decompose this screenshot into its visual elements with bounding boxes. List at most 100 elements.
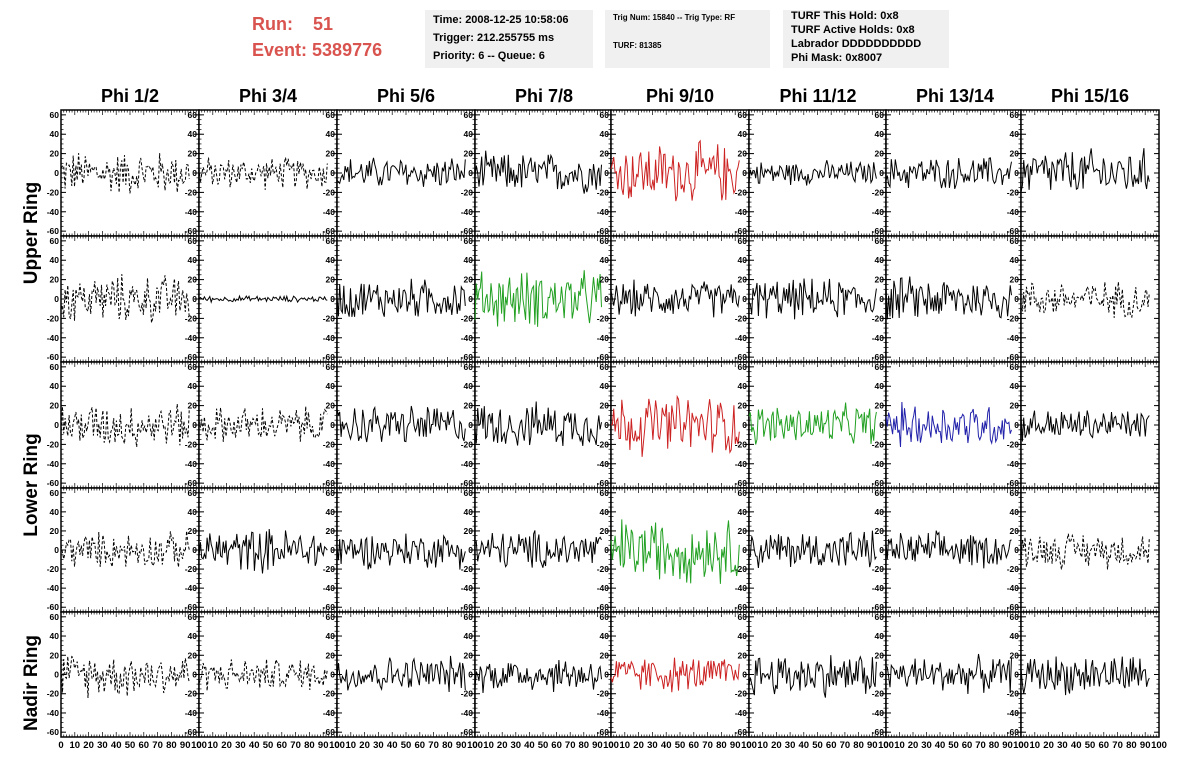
y-tick-label: -60	[461, 352, 474, 362]
y-tick-label: 0	[1014, 168, 1019, 178]
y-tick-label: 40	[326, 381, 336, 391]
turf-this-hold: TURF This Hold: 0x8	[791, 10, 899, 22]
y-tick-label: 40	[188, 507, 198, 517]
y-tick-label: -20	[185, 564, 198, 574]
y-tick-label: 0	[468, 294, 473, 304]
y-tick-label: -20	[323, 313, 336, 323]
waveform-trace	[748, 278, 877, 320]
y-tick-label: 40	[1010, 381, 1020, 391]
y-tick-label: 60	[188, 236, 198, 246]
y-tick-label: -20	[323, 187, 336, 197]
y-tick-label: 20	[50, 526, 60, 536]
waveform-panel: 60 40 20 0 -20 -40 -60	[47, 487, 200, 613]
y-tick-label: -20	[597, 439, 610, 449]
y-tick-label: 20	[188, 275, 198, 285]
y-tick-label: -40	[323, 583, 336, 593]
y-tick-label: 60	[738, 110, 748, 120]
y-tick-label: 20	[875, 275, 885, 285]
y-tick-label: 60	[464, 110, 474, 120]
y-tick-label: 60	[600, 236, 610, 246]
y-tick-label: -60	[47, 478, 60, 488]
y-tick-label: 40	[600, 129, 610, 139]
y-tick-label: -60	[735, 352, 748, 362]
y-tick-label: 40	[600, 255, 610, 265]
waveform-trace	[885, 157, 1012, 190]
trigger-text: Trigger: 212.255755 ms	[433, 32, 554, 44]
y-tick-label: 60	[326, 362, 336, 372]
y-tick-label: -20	[47, 439, 60, 449]
y-tick-label: 20	[188, 401, 198, 411]
y-tick-label: -20	[735, 313, 748, 323]
y-tick-label: -40	[597, 583, 610, 593]
y-tick-label: -60	[185, 352, 198, 362]
y-tick-label: 40	[738, 255, 748, 265]
run-label: Run: 51	[252, 14, 333, 35]
panel-frame	[885, 235, 1022, 363]
y-tick-label: -60	[461, 226, 474, 236]
column-header-phi-11-12: Phi 11/12	[749, 86, 887, 107]
waveform-trace	[885, 276, 1012, 320]
y-tick-label: -20	[461, 187, 474, 197]
waveform-panel: 60 40 20 0 -20 -40 -60	[735, 235, 887, 363]
waveform-panel: 60 40 20 0 -20 -40 -60	[461, 487, 612, 613]
labrador-text: Labrador DDDDDDDDDD	[791, 38, 921, 50]
y-tick-label: 0	[879, 168, 884, 178]
panel-frame	[198, 487, 338, 613]
y-tick-label: 20	[326, 526, 336, 536]
y-tick-label: 40	[600, 507, 610, 517]
y-tick-label: -60	[872, 352, 885, 362]
time-panel: Time: 2008-12-25 10:58:06 Trigger: 212.2…	[425, 10, 593, 68]
y-tick-label: 0	[604, 168, 609, 178]
y-tick-label: 60	[188, 362, 198, 372]
y-tick-label: -20	[1007, 439, 1020, 449]
waveform-panel: 60 40 20 0 -20 -40 -60	[597, 361, 750, 489]
panel-frame	[474, 235, 612, 363]
y-tick-label: 60	[188, 488, 198, 498]
y-tick-label: 20	[326, 401, 336, 411]
y-tick-label: -20	[461, 564, 474, 574]
turf-text: TURF: 81385	[613, 41, 661, 50]
y-tick-label: -40	[735, 459, 748, 469]
y-tick-label: -60	[47, 602, 60, 612]
waveform-panel: 60 40 20 0 -20 -40 -60	[597, 487, 750, 613]
phi-mask-text: Phi Mask: 0x8007	[791, 52, 882, 64]
y-tick-label: -60	[461, 602, 474, 612]
waveform-trace	[1020, 410, 1150, 442]
y-tick-label: 20	[464, 401, 474, 411]
y-tick-label: -60	[872, 478, 885, 488]
y-tick-label: 40	[600, 381, 610, 391]
waveform-trace	[748, 160, 877, 186]
waveform-panel: 60 40 20 0 -20 -40 -60	[461, 109, 612, 237]
y-tick-label: -20	[47, 564, 60, 574]
y-tick-label: -20	[597, 564, 610, 574]
y-tick-label: 0	[192, 294, 197, 304]
y-tick-label: 60	[188, 110, 198, 120]
y-tick-label: 60	[738, 362, 748, 372]
y-tick-label: 60	[1010, 110, 1020, 120]
y-tick-label: 40	[326, 255, 336, 265]
y-tick-label: 60	[326, 488, 336, 498]
y-tick-label: -20	[735, 187, 748, 197]
y-tick-label: 40	[188, 255, 198, 265]
y-tick-label: -20	[323, 564, 336, 574]
y-tick-label: -60	[323, 478, 336, 488]
waveform-trace	[610, 279, 740, 318]
y-tick-label: -40	[597, 459, 610, 469]
waveform-panel: 60 40 20 0 -20 -40 -60	[1007, 109, 1160, 237]
priority-text: Priority: 6 -- Queue: 6	[433, 50, 545, 62]
y-tick-label: 60	[464, 488, 474, 498]
waveform-trace	[474, 401, 602, 447]
y-tick-label: 20	[600, 526, 610, 536]
y-tick-label: -60	[185, 602, 198, 612]
y-tick-label: 0	[879, 294, 884, 304]
y-tick-label: -40	[323, 333, 336, 343]
y-tick-label: -60	[1007, 352, 1020, 362]
waveform-panel: 60 40 20 0 -20 -40 -60	[461, 235, 612, 363]
y-tick-label: -60	[461, 478, 474, 488]
y-tick-label: 20	[600, 275, 610, 285]
column-header-phi-7-8: Phi 7/8	[475, 86, 613, 107]
y-tick-label: 60	[50, 236, 60, 246]
y-tick-label: 20	[738, 401, 748, 411]
time-text: Time: 2008-12-25 10:58:06	[433, 14, 569, 26]
